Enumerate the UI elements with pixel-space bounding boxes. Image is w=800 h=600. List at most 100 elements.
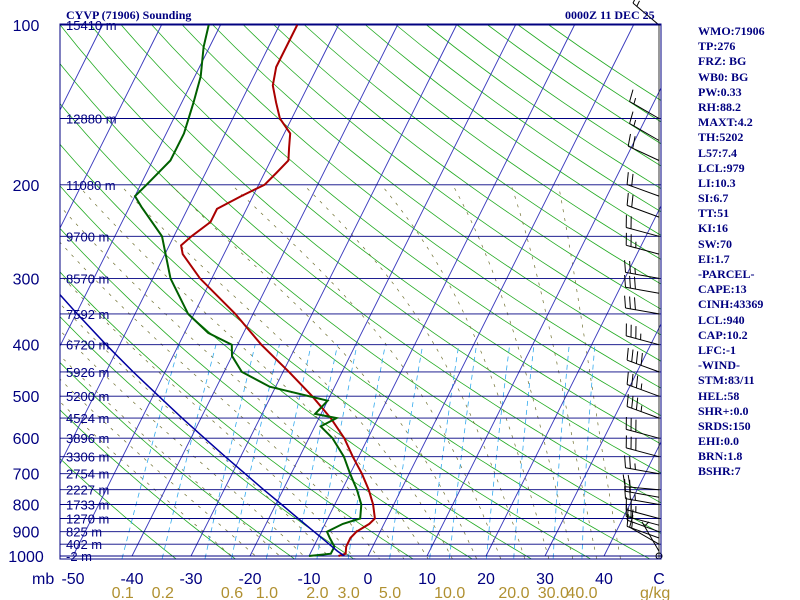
barb-flag: [622, 474, 626, 487]
barb-staff: [626, 509, 660, 519]
index-18: CINH:43369: [698, 297, 764, 312]
barb-staff: [629, 123, 660, 141]
barb-staff: [626, 204, 660, 218]
wind-barb: [632, 0, 660, 26]
wind-barb: [627, 133, 660, 161]
mixing-ratio-label: 5.0: [379, 585, 401, 600]
moist-adiabat: [60, 355, 284, 559]
moist-adiabat: [60, 273, 356, 559]
isotherm: [367, 24, 634, 557]
pressure-tick-label: 400: [13, 338, 40, 355]
dry-adiabat: [120, 24, 661, 445]
index-23: STM:83/11: [698, 373, 755, 388]
barb-flag: [629, 296, 631, 309]
barb-staff: [627, 145, 660, 161]
barb-flag: [626, 347, 629, 361]
dry-adiabat: [212, 24, 661, 362]
index-27: EHI:0.0: [698, 434, 740, 449]
height-label-1: 12880 m: [66, 112, 117, 127]
index-25: SHR+:0.0: [698, 403, 749, 418]
dry-adiabat: [60, 409, 237, 559]
mixing-ratio-line: [316, 344, 358, 559]
index-15: EI:1.7: [698, 251, 730, 266]
mixing-ratio-line: [204, 344, 256, 559]
barb-staff: [626, 244, 660, 255]
index-14: SW:70: [698, 236, 733, 251]
moist-adiabat: [60, 401, 236, 559]
height-label-0: 15410 m: [66, 18, 117, 33]
height-label-10: 3896 m: [66, 431, 109, 446]
dry-adiabat: [60, 227, 473, 559]
mixing-ratio-label: 0.6: [221, 585, 243, 600]
barb-flag: [624, 260, 626, 273]
index-12: TT:51: [698, 206, 730, 221]
barb-staff: [626, 359, 660, 373]
barb-flag: [624, 295, 626, 309]
height-label-18: -2 m: [66, 549, 92, 564]
isotherm: [60, 24, 280, 466]
wind-barb: [626, 172, 660, 197]
dry-adiabat: [60, 24, 661, 504]
height-label-2: 11080 m: [66, 178, 116, 193]
mixing-ratio-label: 1.0: [256, 585, 278, 600]
index-17: CAPE:13: [698, 282, 747, 297]
barb-flag: [629, 456, 631, 469]
indices-panel: WMO:71906 TP:276 FRZ: BG WB0: BG PW:0.33 RH:8…: [698, 24, 798, 480]
barb-flag: [631, 173, 634, 187]
barb-flag: [632, 0, 636, 4]
temp-tick-label: -40: [120, 571, 143, 588]
mixing-ratio-label: 10.0: [434, 585, 465, 600]
parcel-trace: [60, 293, 345, 557]
barb-half-flag: [634, 494, 636, 501]
barb-flag: [624, 455, 626, 468]
pressure-tick-label: 200: [13, 178, 40, 195]
mixing-ratio-label: 3.0: [337, 585, 359, 600]
barb-flag: [634, 276, 636, 290]
barb-half-flag: [634, 463, 636, 470]
barb-staff: [626, 428, 660, 439]
temp-tick-label: -10: [297, 571, 320, 588]
height-label-9: 4524 m: [66, 411, 109, 426]
dry-adiabat: [60, 316, 355, 559]
wind-barb: [625, 215, 660, 237]
mixing-ratio-line: [552, 344, 570, 559]
dry-adiabat: [182, 24, 661, 389]
height-label-16: 825 m: [66, 525, 102, 540]
temperature-trace: [180, 24, 376, 557]
dry-adiabat: [273, 24, 661, 310]
height-label-15: 1270 m: [66, 512, 109, 527]
isotherm: [60, 24, 221, 348]
barb-staff: [625, 271, 660, 279]
wind-barb: [625, 435, 660, 458]
height-label-14: 1733 m: [66, 498, 109, 513]
dry-adiabat: [60, 143, 592, 559]
barb-flag: [631, 349, 634, 362]
wind-barb: [625, 497, 660, 519]
barb-flag: [634, 297, 636, 310]
barb-half-flag: [633, 119, 637, 127]
wind-barb: [625, 416, 660, 439]
temp-tick-label: 10: [418, 571, 436, 588]
moist-adiabat: [60, 378, 260, 559]
moist-adiabat: [60, 330, 308, 559]
barb-staff: [625, 307, 660, 315]
height-label-11: 3306 m: [66, 450, 109, 465]
index-7: TH:5202: [698, 130, 744, 145]
dry-adiabat: [60, 271, 414, 559]
barb-staff: [626, 227, 660, 237]
barb-flag: [635, 397, 639, 410]
mixing-ratio-label: 2.0: [306, 585, 328, 600]
temp-unit-label: C: [653, 571, 665, 588]
wind-barb: [625, 323, 660, 346]
barb-half-flag: [640, 383, 643, 390]
barb-staff: [625, 467, 660, 475]
dry-adiabat: [90, 24, 661, 474]
barb-staff: [626, 519, 660, 533]
isotherm: [60, 24, 162, 230]
mixing-ratio-line: [230, 344, 280, 559]
barb-staff: [625, 286, 660, 294]
barb-staff: [625, 490, 660, 498]
wind-barb: [624, 260, 660, 279]
barb-staff: [629, 526, 660, 545]
mixing-ratio-label: 40.0: [566, 585, 597, 600]
